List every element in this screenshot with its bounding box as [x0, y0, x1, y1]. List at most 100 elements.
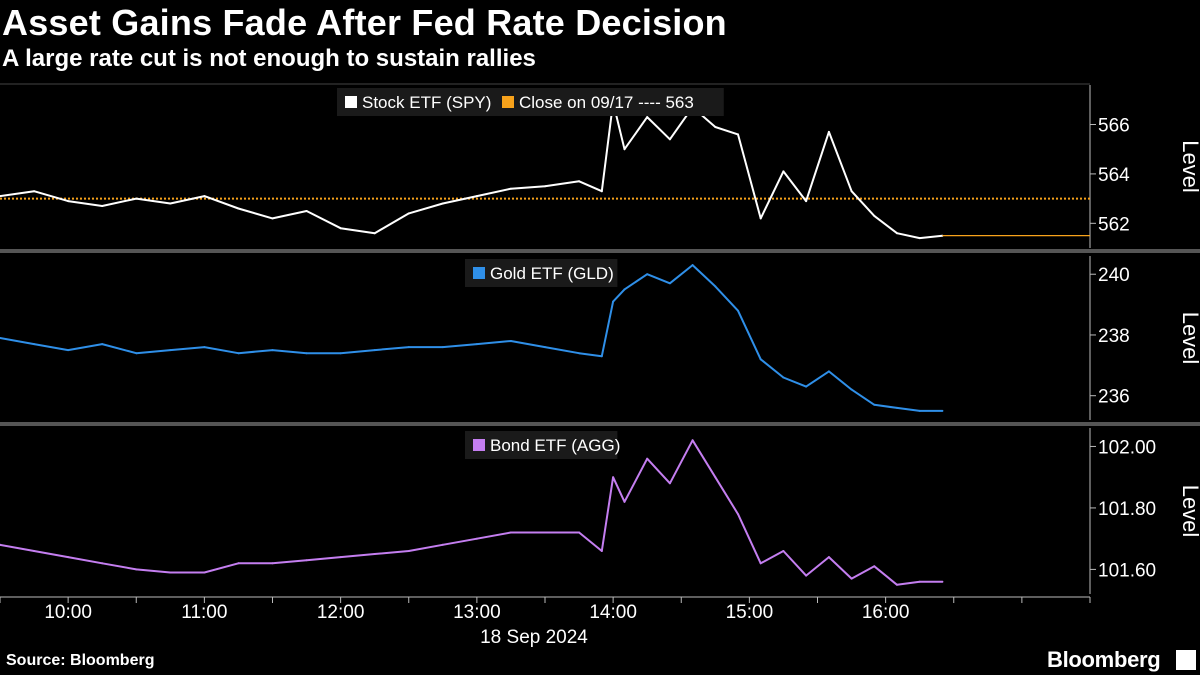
- data-point: [759, 358, 762, 361]
- data-point: [407, 212, 410, 215]
- data-point: [827, 556, 830, 559]
- y-axis-label: Level: [1178, 312, 1200, 365]
- data-point: [101, 205, 104, 207]
- data-point: [850, 190, 853, 193]
- bloomberg-terminal-icon: [1176, 650, 1196, 670]
- data-point: [873, 565, 876, 568]
- data-point: [509, 531, 512, 534]
- data-point: [600, 190, 603, 193]
- data-point: [67, 556, 70, 559]
- data-point: [101, 343, 104, 346]
- data-point: [135, 568, 138, 571]
- data-point: [135, 197, 138, 200]
- panel-3: 101.60 101.80 102.00 Level Bond ETF (AGG): [0, 428, 1200, 594]
- data-point: [578, 531, 581, 534]
- data-point: [135, 352, 138, 355]
- data-point: [339, 556, 342, 559]
- legend-swatch: [345, 96, 357, 108]
- panel-1: 562 564 566 Level Stock ETF (SPY) Close on 09…: [0, 85, 1200, 248]
- data-point: [578, 352, 581, 355]
- data-point: [339, 227, 342, 230]
- data-point: [646, 116, 649, 119]
- data-point: [305, 352, 308, 355]
- y-tick-label: 236: [1098, 387, 1130, 408]
- data-point: [407, 550, 410, 552]
- data-point: [782, 376, 785, 379]
- data-point: [101, 562, 104, 565]
- data-point: [475, 537, 478, 540]
- data-point: [896, 232, 898, 235]
- data-point: [850, 577, 853, 580]
- data-point: [668, 482, 671, 485]
- data-point: [0, 337, 1, 339]
- y-tick-label: 240: [1098, 265, 1130, 286]
- data-point: [737, 309, 739, 312]
- data-point: [782, 170, 785, 173]
- panel-2: 236 238 240 Level Gold ETF (GLD): [0, 256, 1200, 420]
- legend-label: Close on 09/17 ---- 563: [519, 93, 694, 112]
- source-note: Source: Bloomberg: [6, 652, 155, 669]
- data-point: [827, 370, 830, 373]
- data-point: [373, 349, 376, 352]
- data-point: [691, 264, 694, 267]
- y-tick-label: 102.00: [1098, 437, 1156, 458]
- data-point: [373, 553, 376, 555]
- data-point: [305, 210, 308, 212]
- data-point: [873, 403, 876, 406]
- x-axis: 10:00 11:00 12:00 13:00 14:00 15:00 16:00 18 Se…: [0, 596, 1091, 648]
- data-point: [169, 571, 172, 574]
- data-point: [668, 138, 671, 141]
- data-point: [475, 343, 478, 346]
- data-point: [271, 562, 274, 565]
- data-point: [918, 580, 921, 583]
- data-point: [373, 232, 376, 235]
- chart-subtitle: A large rate cut is not enough to sustai…: [2, 45, 536, 72]
- data-point: [305, 559, 308, 562]
- data-point: [873, 214, 876, 217]
- data-point: [67, 349, 70, 352]
- data-point: [203, 571, 206, 574]
- data-point: [339, 352, 342, 355]
- data-point: [805, 574, 808, 577]
- data-point: [623, 288, 626, 291]
- y-tick-label: 101.80: [1098, 499, 1156, 520]
- data-point: [169, 349, 172, 352]
- data-point: [805, 200, 808, 203]
- data-point: [544, 185, 546, 188]
- data-point: [544, 346, 546, 349]
- data-point: [203, 346, 206, 349]
- y-tick-label: 238: [1098, 326, 1130, 347]
- data-point: [441, 543, 444, 546]
- y-axis-label: Level: [1178, 485, 1200, 538]
- data-point: [509, 340, 512, 342]
- data-point: [600, 355, 603, 358]
- y-axis-label: Level: [1178, 140, 1200, 193]
- data-point: [407, 346, 410, 349]
- legend-swatch: [473, 267, 485, 279]
- data-point: [623, 148, 626, 151]
- panel-separator: [0, 249, 1200, 253]
- x-tick-label: 15:00: [726, 602, 774, 623]
- x-tick-label: 14:00: [589, 602, 637, 623]
- data-point: [714, 285, 717, 288]
- data-point: [941, 580, 944, 583]
- data-point: [271, 349, 274, 352]
- data-point: [646, 273, 649, 276]
- data-point: [691, 439, 694, 442]
- y-tick-label: 564: [1098, 165, 1130, 186]
- data-point: [169, 202, 172, 205]
- x-axis-label: 18 Sep 2024: [480, 627, 588, 648]
- data-point: [441, 346, 444, 349]
- data-point: [237, 207, 240, 210]
- data-point: [737, 133, 739, 136]
- y-tick-label: 566: [1098, 116, 1130, 137]
- y-tick-label: 562: [1098, 214, 1130, 235]
- x-tick-label: 13:00: [453, 602, 501, 623]
- data-point: [33, 190, 36, 193]
- data-point: [668, 282, 671, 285]
- data-point: [67, 200, 70, 203]
- data-point: [759, 217, 762, 220]
- data-point: [896, 406, 898, 409]
- legend-swatch: [502, 96, 514, 108]
